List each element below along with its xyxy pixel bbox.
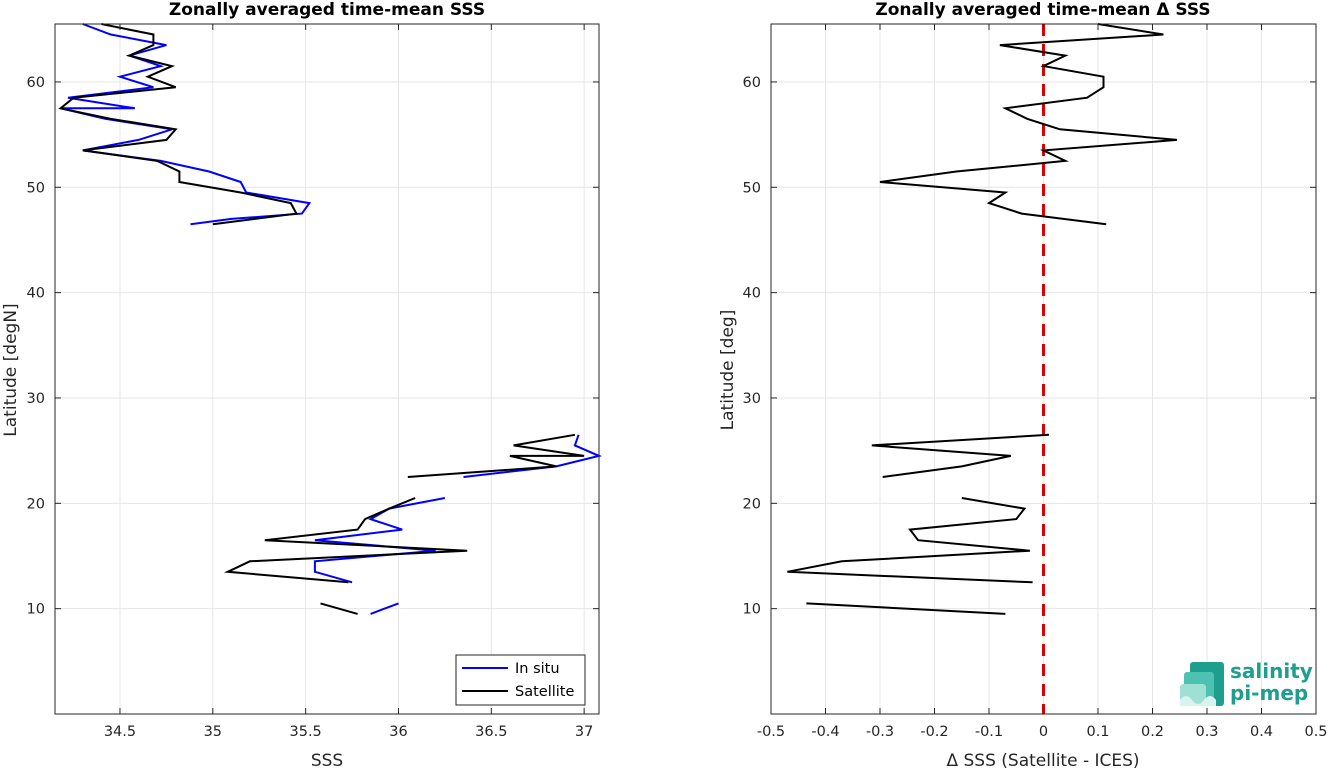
right-y-tick-label: 60 xyxy=(743,75,761,91)
left-x-tick-label: 37 xyxy=(575,724,593,740)
left-x-tick-label: 36 xyxy=(389,724,407,740)
left-panel: 34.5 35 35.5 36 36.5 37 10 20 30 40 50 60 Zonally a… xyxy=(1,0,603,769)
logo-text-line2: pi-mep xyxy=(1230,681,1308,705)
right-x-tick-label: 0 xyxy=(1039,724,1048,740)
right-ticks: -0.5 -0.4 -0.3 -0.2 -0.1 0 0.1 0.2 0.3 0.4 0.5 10 20… xyxy=(743,24,1328,740)
left-ticks: 34.5 35 35.5 36 36.5 37 10 20 30 40 50 60 xyxy=(27,24,599,740)
right-y-tick-label: 30 xyxy=(743,391,761,407)
right-x-tick-label: -0.4 xyxy=(811,724,839,740)
left-y-tick-label: 10 xyxy=(27,602,45,618)
left-y-tick-label: 30 xyxy=(27,391,45,407)
right-series xyxy=(787,23,1178,615)
right-x-tick-label: -0.3 xyxy=(866,724,894,740)
left-x-tick-label: 35.5 xyxy=(290,724,322,740)
left-series-satellite-segment-2 xyxy=(223,497,468,584)
left-y-tick-label: 40 xyxy=(27,286,45,302)
right-x-tick-label: 0.4 xyxy=(1250,724,1273,740)
left-series-in-situ-segment-3 xyxy=(370,602,399,615)
legend-label-satellite: Satellite xyxy=(515,684,574,700)
right-series-delta-sss-segment-2 xyxy=(806,602,1006,615)
right-series-delta-sss-segment-4 xyxy=(871,433,1050,478)
legend-label-in-situ: In situ xyxy=(515,661,560,677)
left-x-tick-label: 36.5 xyxy=(475,724,507,740)
right-x-tick-label: 0.1 xyxy=(1086,724,1109,740)
right-x-axis-label: Δ SSS (Satellite - ICES) xyxy=(946,751,1139,769)
left-series xyxy=(58,23,603,615)
salinity-pimep-logo: salinity pi-mep xyxy=(1180,659,1313,706)
left-x-axis-label: SSS xyxy=(311,751,343,769)
right-chart-title: Zonally averaged time-mean Δ SSS xyxy=(875,0,1210,20)
right-x-tick-label: 0.3 xyxy=(1195,724,1218,740)
right-x-tick-label: 0.2 xyxy=(1141,724,1164,740)
right-y-tick-label: 50 xyxy=(743,180,761,196)
legend-box xyxy=(455,654,586,706)
left-x-tick-label: 34.5 xyxy=(104,724,136,740)
left-y-axis-label: Latitude [degN] xyxy=(1,303,21,436)
left-axes-box xyxy=(54,23,600,715)
left-y-tick-label: 20 xyxy=(27,496,45,512)
left-x-tick-label: 35 xyxy=(204,724,222,740)
left-y-tick-label: 50 xyxy=(27,180,45,196)
right-x-tick-label: -0.2 xyxy=(920,724,948,740)
right-series-delta-sss-segment-1 xyxy=(879,23,1178,226)
left-series-satellite-segment-1 xyxy=(58,23,298,226)
right-y-tick-label: 20 xyxy=(743,496,761,512)
right-x-tick-label: -0.1 xyxy=(975,724,1003,740)
right-grid xyxy=(770,24,1317,714)
right-series-delta-sss-segment-3 xyxy=(787,497,1033,584)
logo-text-line1: salinity xyxy=(1230,659,1313,683)
legend: In situ Satellite xyxy=(455,654,586,706)
logo-wave-icon xyxy=(1180,662,1224,706)
right-x-tick-label: -0.5 xyxy=(757,724,785,740)
right-y-axis-label: Latitude [deg] xyxy=(718,310,738,431)
left-chart-title: Zonally averaged time-mean SSS xyxy=(169,0,485,20)
right-y-tick-label: 40 xyxy=(743,286,761,302)
right-x-tick-label: 0.5 xyxy=(1304,724,1327,740)
left-series-satellite-segment-3 xyxy=(320,602,358,615)
right-panel: -0.5 -0.4 -0.3 -0.2 -0.1 0 0.1 0.2 0.3 0.4 0.5 10 20… xyxy=(718,0,1328,769)
right-y-tick-label: 10 xyxy=(743,602,761,618)
left-y-tick-label: 60 xyxy=(27,75,45,91)
left-plot-area xyxy=(55,24,599,714)
left-series-satellite-segment-4 xyxy=(407,433,585,478)
left-grid xyxy=(55,24,599,714)
